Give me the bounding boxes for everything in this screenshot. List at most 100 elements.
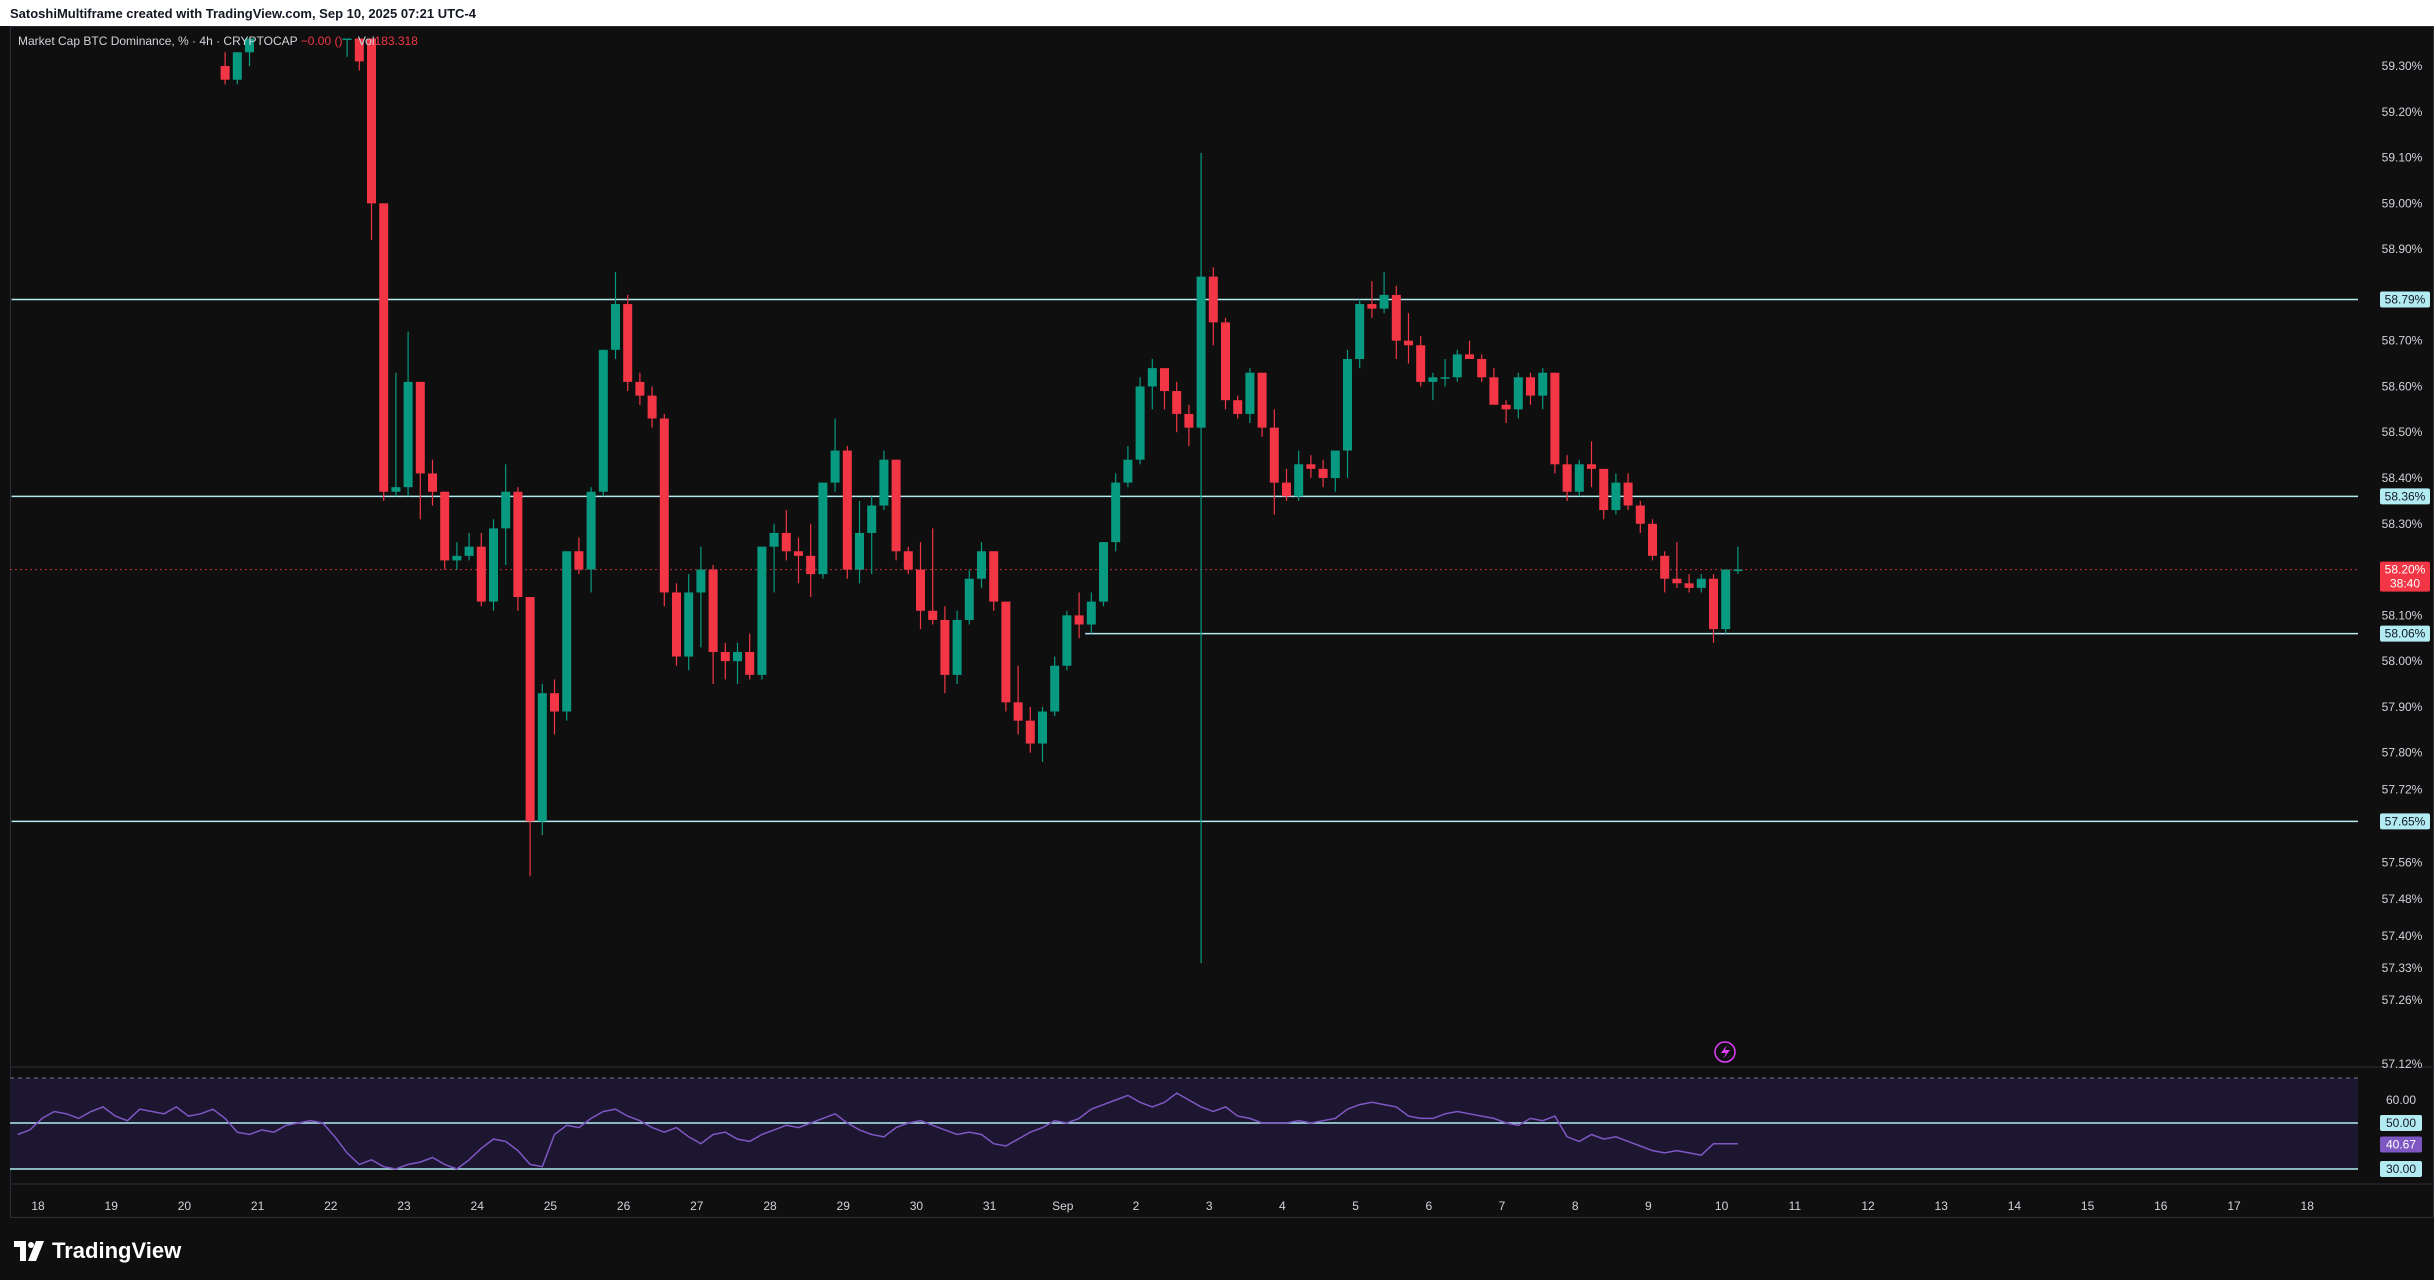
candle [1099, 542, 1108, 607]
time-axis-tick: 27 [690, 1199, 704, 1213]
time-axis-tick: 16 [2154, 1199, 2168, 1213]
rsi-level-label: 30.00 [2386, 1162, 2416, 1176]
candle [476, 532, 486, 607]
candle-body [855, 532, 864, 570]
candle-body [733, 651, 742, 662]
time-axis-tick: 4 [1279, 1199, 1286, 1213]
candle-body [1355, 304, 1365, 359]
price-axis-tick: 57.72% [2382, 782, 2423, 796]
candle-body [1184, 413, 1194, 428]
candle-body [940, 619, 950, 675]
candle-body [1294, 464, 1304, 497]
candle-body [903, 551, 913, 570]
price-axis-tick: 58.10% [2382, 608, 2423, 622]
time-axis-tick: 13 [1935, 1199, 1949, 1213]
candle [1001, 601, 1011, 712]
candle-body [952, 619, 962, 675]
candle [452, 542, 462, 570]
candle [1440, 358, 1450, 387]
candle-body [635, 381, 645, 396]
tradingview-logo[interactable]: TradingView [14, 1238, 181, 1264]
candle-body [1587, 464, 1596, 469]
candle [550, 679, 559, 735]
time-axis-tick: 2 [1133, 1199, 1140, 1213]
time-axis-tick: 5 [1352, 1199, 1359, 1213]
tradingview-mark-icon [14, 1241, 44, 1261]
candle [769, 523, 779, 593]
candle [1709, 574, 1718, 643]
candle [1025, 706, 1035, 753]
time-axis-tick: 14 [2008, 1199, 2022, 1213]
candle-body [440, 491, 450, 561]
candle [1233, 395, 1243, 419]
chart-canvas[interactable]: 58.79% 58.36% 58.06% 57.65% 59.30% 59.20% 59.1… [0, 0, 2434, 1218]
candle [1160, 368, 1169, 410]
candle [501, 464, 511, 565]
candle-body [1086, 601, 1096, 625]
candle [598, 349, 608, 497]
candle-body [1696, 578, 1706, 588]
symbol-name[interactable]: Market Cap BTC Dominance, % · 4h · CRYPT… [18, 34, 298, 48]
time-axis-tick: 25 [544, 1199, 558, 1213]
time-axis-tick: 24 [471, 1199, 485, 1213]
time-axis-tick: 6 [1425, 1199, 1432, 1213]
time-axis-tick: 10 [1715, 1199, 1729, 1213]
candle [708, 565, 718, 685]
time-axis-tick: Sep [1052, 1199, 1074, 1213]
candle [1343, 349, 1352, 479]
candle-body [598, 349, 608, 492]
candle [903, 546, 913, 575]
candle [1318, 459, 1328, 488]
candle-body [1330, 450, 1340, 479]
candle-body [1367, 304, 1377, 309]
candle-body [1001, 601, 1011, 703]
candle-body [415, 381, 425, 474]
candle-body [794, 551, 803, 556]
candle-body [1221, 322, 1230, 401]
candle-body [1050, 665, 1060, 712]
candle-body [1172, 391, 1182, 414]
level-price-label: 58.79% [2385, 292, 2426, 306]
candle [1330, 450, 1340, 492]
price-axis-tick: 58.50% [2382, 425, 2423, 439]
candle-body [513, 491, 523, 598]
candle [916, 542, 925, 630]
candle-body [757, 546, 767, 675]
candle [220, 52, 230, 85]
candle [1355, 299, 1365, 369]
candle-body [1660, 555, 1670, 579]
volume-label: Vol [357, 34, 375, 48]
candle-body [1416, 345, 1426, 382]
candle-body [781, 532, 791, 552]
candle-body [964, 578, 974, 620]
candle [623, 294, 633, 392]
candle-body [1404, 340, 1413, 346]
snapshot-caption: SatoshiMultiframe created with TradingVi… [10, 6, 476, 21]
candle-body [623, 304, 633, 382]
candle [1477, 354, 1487, 382]
candle-body [232, 52, 242, 80]
candle [1587, 441, 1596, 488]
price-axis-tick: 57.48% [2382, 892, 2423, 906]
candle-body [1282, 482, 1291, 497]
candle [1660, 551, 1670, 593]
time-axis-tick: 12 [1861, 1199, 1875, 1213]
footer [0, 1218, 2434, 1280]
candle [1221, 317, 1230, 410]
candle-body [1306, 464, 1316, 469]
candle-body [1648, 523, 1657, 556]
candle-body [1709, 578, 1718, 630]
candle-body [1513, 377, 1523, 410]
candle [977, 542, 986, 588]
level-price-tag [2380, 291, 2430, 308]
candle [525, 597, 535, 877]
candle-body [1257, 372, 1267, 428]
candle-body [867, 505, 877, 533]
candle-body [1038, 711, 1047, 744]
candle-body [220, 66, 230, 80]
candle-body [818, 482, 828, 575]
candle-body [696, 569, 706, 593]
price-axis-tick: 58.40% [2382, 471, 2423, 485]
time-axis-tick: 7 [1499, 1199, 1506, 1213]
time-axis-tick: 9 [1645, 1199, 1652, 1213]
